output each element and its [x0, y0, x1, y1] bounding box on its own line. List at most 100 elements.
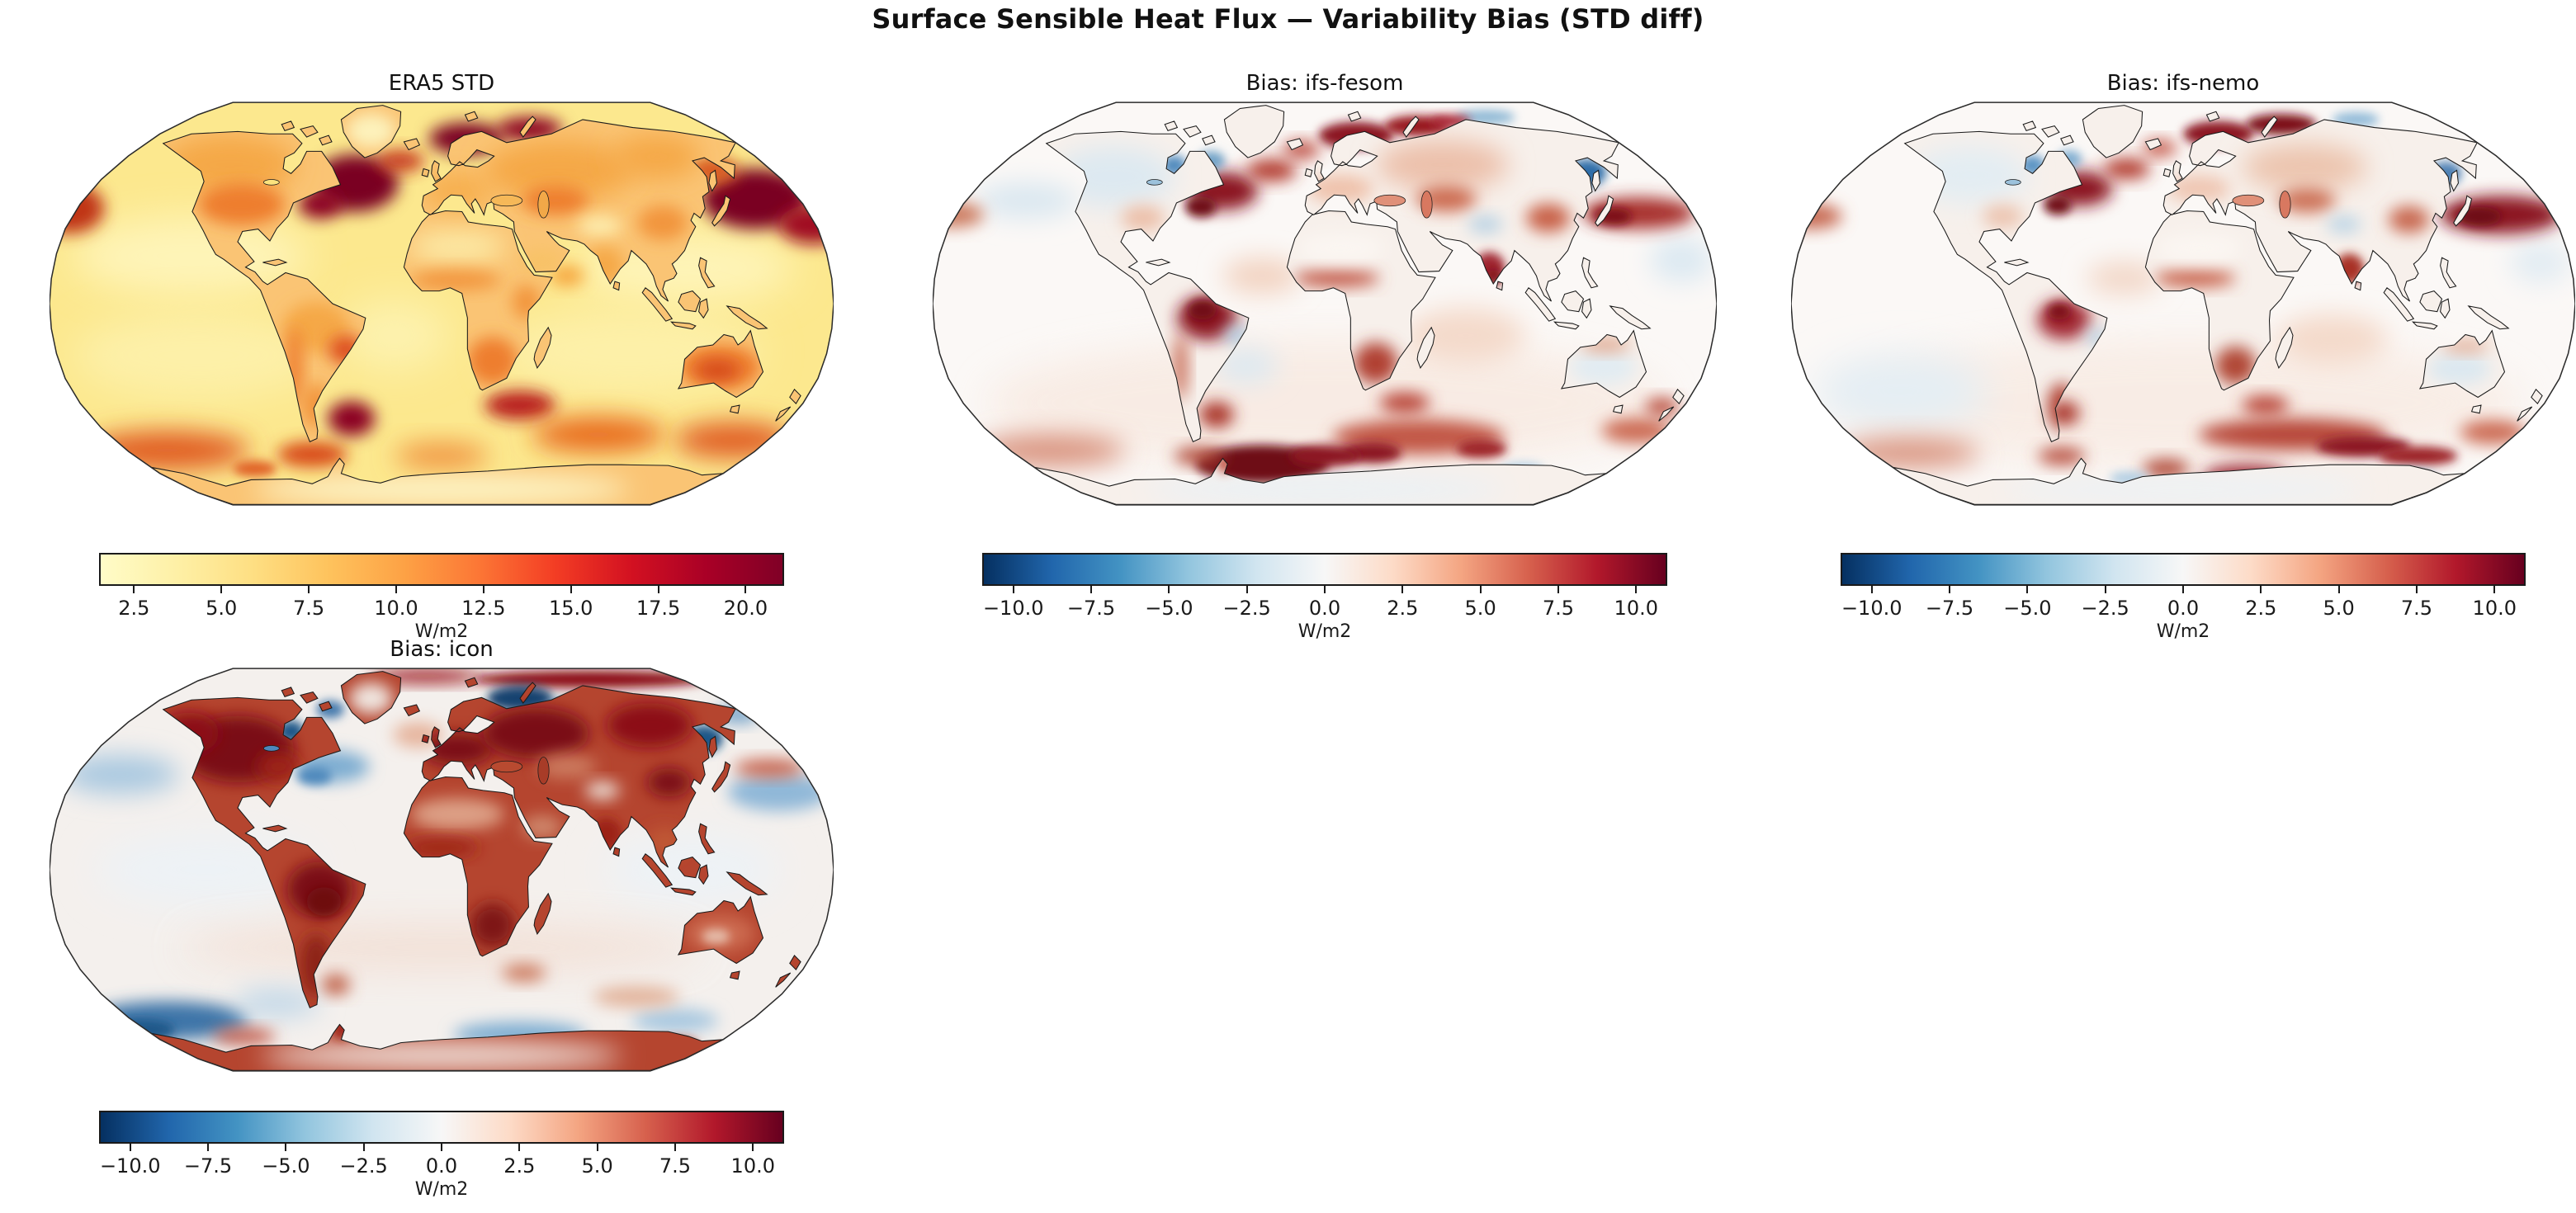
colorbar-tick: [1401, 586, 1404, 593]
colorbar-tick: [744, 586, 747, 593]
colorbar-tick: [1245, 586, 1248, 593]
colorbar-tick: [752, 1144, 754, 1151]
colorbar-tick: [482, 586, 484, 593]
panel-title: ERA5 STD: [388, 71, 495, 96]
colorbar-tick-label: −2.5: [2081, 597, 2129, 620]
colorbar-tick-label: −5.0: [2003, 597, 2052, 620]
colorbar-tick: [2026, 586, 2029, 593]
colorbar-tick-label: 5.0: [2323, 597, 2355, 620]
panel-era5-std: ERA5 STD: [50, 71, 834, 642]
colorbar-tick: [308, 586, 310, 593]
colorbar-tick: [1635, 586, 1638, 593]
colorbar-tick: [1479, 586, 1482, 593]
colorbar-tick: [362, 1144, 365, 1151]
colorbar-tick-label: 10.0: [730, 1154, 775, 1178]
colorbar-tick-labels: −10.0 −7.5 −5.0 −2.5 0.0 2.5 5.0 7.5 10.0: [982, 597, 1667, 620]
figure-title: Surface Sensible Heat Flux — Variability…: [872, 3, 1704, 35]
colorbar-tick: [2493, 586, 2496, 593]
colorbar-tick-label: 0.0: [1308, 597, 1341, 620]
colorbar-tick: [220, 586, 223, 593]
colorbar-ifs-fesom: −10.0 −7.5 −5.0 −2.5 0.0 2.5 5.0 7.5 10.0 W/m2: [982, 553, 1667, 642]
land-field: [1911, 143, 2491, 504]
colorbar-tick-label: −5.0: [262, 1154, 310, 1178]
colorbar-tick: [1324, 586, 1326, 593]
colorbar-tick: [395, 586, 397, 593]
colorbar-unit-label: W/m2: [414, 1179, 469, 1200]
colorbar-tick-label: 2.5: [503, 1154, 536, 1178]
colorbar-tick: [570, 586, 572, 593]
colorbar-tick-label: −7.5: [183, 1154, 233, 1178]
colorbar-tick-label: 5.0: [206, 597, 238, 620]
lakes: [262, 745, 550, 785]
colorbar-tick-label: 7.5: [292, 597, 325, 620]
colorbar-tick-label: 2.5: [1387, 597, 1419, 620]
map-bias-ifs-nemo: [1791, 101, 2575, 506]
colorbar-tick: [2104, 586, 2106, 593]
colorbar-tick-label: 10.0: [1614, 597, 1658, 620]
colorbar-tick-label: 0.0: [2167, 597, 2200, 620]
colorbar-gradient: [99, 553, 784, 586]
lakes: [2004, 179, 2291, 219]
panel-title: Bias: ifs-fesom: [1245, 71, 1404, 96]
colorbar-ticks: [1841, 586, 2526, 593]
colorbar-gradient: [982, 553, 1667, 586]
land-field: [159, 682, 755, 1070]
colorbar-tick-label: −2.5: [1222, 597, 1271, 620]
colorbar-tick-label: 2.5: [2245, 597, 2277, 620]
colorbar-tick: [518, 1144, 521, 1151]
colorbar-unit-label: W/m2: [2156, 621, 2210, 642]
colorbar-tick-label: 10.0: [374, 597, 418, 620]
colorbar-tick-label: −2.5: [339, 1154, 388, 1178]
colorbar-tick-label: 2.5: [118, 597, 150, 620]
map-era5-std: [50, 101, 834, 506]
colorbar-tick-label: 10.0: [2472, 597, 2517, 620]
colorbar-tick: [207, 1144, 210, 1151]
colorbar-gradient: [99, 1111, 784, 1144]
colorbar-tick-label: −10.0: [982, 597, 1044, 620]
panel-bias-ifs-nemo: Bias: ifs-nemo: [1791, 71, 2575, 642]
colorbar-tick: [1012, 586, 1014, 593]
lakes: [1146, 179, 1433, 219]
colorbar-tick-label: 7.5: [2400, 597, 2433, 620]
panel-bias-icon: Bias: icon: [50, 637, 834, 1200]
colorbar-ticks: [99, 586, 784, 593]
colorbar-tick: [657, 586, 659, 593]
colorbar-tick: [2415, 586, 2418, 593]
lakes: [262, 179, 550, 219]
colorbar-ifs-nemo: −10.0 −7.5 −5.0 −2.5 0.0 2.5 5.0 7.5 10.0 W/m2: [1841, 553, 2526, 642]
map-bias-icon: [50, 668, 834, 1072]
colorbar-tick-label: 15.0: [548, 597, 593, 620]
colorbar-tick-label: −5.0: [1145, 597, 1193, 620]
colorbar-gradient: [1841, 553, 2526, 586]
colorbar-unit-label: W/m2: [414, 621, 469, 642]
colorbar-ticks: [982, 586, 1667, 593]
colorbar-tick: [1557, 586, 1559, 593]
colorbar-tick: [674, 1144, 676, 1151]
colorbar-tick-label: −10.0: [1841, 597, 1902, 620]
ocean-field: [1791, 112, 2570, 489]
colorbar-tick: [1090, 586, 1093, 593]
colorbar-tick: [285, 1144, 287, 1151]
colorbar-tick: [441, 1144, 442, 1151]
colorbar-tick: [133, 586, 135, 593]
colorbar-tick-label: −7.5: [1925, 597, 1974, 620]
colorbar-tick-label: 20.0: [723, 597, 768, 620]
panel-title: Bias: icon: [390, 637, 494, 662]
colorbar-tick-labels: 2.5 5.0 7.5 10.0 12.5 15.0 17.5 20.0: [99, 597, 784, 620]
colorbar-unit-label: W/m2: [1297, 621, 1352, 642]
panel-bias-ifs-fesom: Bias: ifs-fesom: [933, 71, 1717, 642]
colorbar-tick: [1949, 586, 1951, 593]
colorbar-tick: [2337, 586, 2340, 593]
panel-title: Bias: ifs-nemo: [2106, 71, 2260, 96]
colorbar-tick-label: 17.5: [636, 597, 681, 620]
colorbar-tick-label: −10.0: [99, 1154, 161, 1178]
colorbar-tick-labels: −10.0 −7.5 −5.0 −2.5 0.0 2.5 5.0 7.5 10.0: [1841, 597, 2526, 620]
colorbar-icon: −10.0 −7.5 −5.0 −2.5 0.0 2.5 5.0 7.5 10.0 W/m2: [99, 1111, 784, 1200]
map-bias-ifs-fesom: [933, 101, 1717, 506]
colorbar-tick: [1870, 586, 1873, 593]
colorbar-tick-label: 0.0: [425, 1154, 458, 1178]
colorbar-tick-label: 7.5: [659, 1154, 692, 1178]
colorbar-tick: [2260, 586, 2262, 593]
colorbar-tick: [596, 1144, 598, 1151]
